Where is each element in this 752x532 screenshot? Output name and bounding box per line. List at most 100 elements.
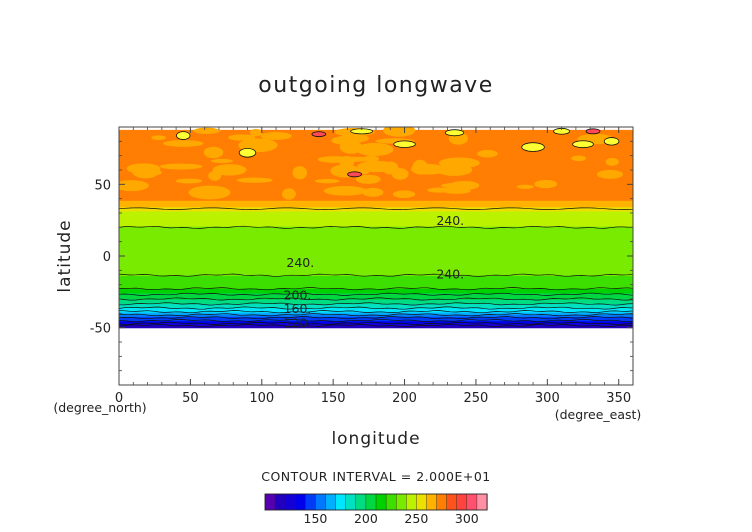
heatmap-cell <box>119 252 633 256</box>
x-axis-label: longitude <box>331 429 420 449</box>
y-tick-label: 50 <box>94 178 111 193</box>
heatmap-cell <box>534 179 558 189</box>
contour-label: 160. <box>284 301 312 316</box>
heatmap-cell <box>119 228 633 232</box>
heatmap-cell <box>119 248 633 251</box>
contour-label: 200. <box>284 287 312 302</box>
heatmap-cell <box>175 178 203 184</box>
heatmap-cell <box>119 132 633 135</box>
contour-line <box>119 321 633 325</box>
contour-label: 120. <box>284 315 312 330</box>
colorbar: 150 200 250 300 <box>264 493 488 526</box>
x-tick-label: 350 <box>606 391 631 406</box>
heatmap-cell <box>119 237 633 241</box>
colorbar-cell <box>284 493 296 511</box>
colorbar-cell <box>395 493 407 511</box>
heatmap-cell <box>356 142 394 157</box>
heatmap-cell <box>119 196 633 200</box>
plot-area: 240. 240. 240. 200.160.120. <box>118 126 634 386</box>
contour-lines <box>119 207 633 328</box>
heatmap-cell <box>119 323 633 327</box>
heatmap-cell <box>119 140 633 144</box>
x-unit-label: (degree_east) <box>555 407 642 422</box>
contour-label: 240. <box>436 267 464 282</box>
heatmap-cell <box>119 205 633 208</box>
heatmap-cell <box>119 256 633 260</box>
contour-line <box>119 207 633 210</box>
heatmap-cell <box>119 215 633 219</box>
heatmap-cell <box>427 187 453 193</box>
colorbar-tick-label: 250 <box>404 511 428 526</box>
heatmap-cell <box>314 178 340 184</box>
heatmap-anomalies <box>119 127 623 200</box>
heatmap-cell <box>119 267 633 271</box>
heatmap-cell <box>151 135 166 141</box>
heatmap-cell <box>119 230 633 234</box>
heatmap-cell <box>119 172 633 176</box>
heatmap-cell <box>159 163 203 170</box>
y-tick-label: -50 <box>90 322 111 337</box>
heatmap-cell <box>212 164 247 176</box>
heatmap-cell <box>203 146 224 159</box>
heatmap-cell <box>119 138 633 142</box>
y-axis: -50 0 50 <box>90 140 633 372</box>
contour-line <box>119 306 633 310</box>
heatmap-cell <box>119 213 633 217</box>
heatmap-cell <box>119 314 633 318</box>
heatmap-cell <box>260 131 292 140</box>
colorbar-cell <box>295 493 306 511</box>
contour-line <box>119 225 633 229</box>
heatmap-cell <box>292 166 308 180</box>
contour-line <box>119 273 633 277</box>
x-axis: 0 50 100 150 200 250 300 350 <box>115 127 631 406</box>
contour-labels: 240. 240. 240. 200.160.120. <box>284 213 465 330</box>
contour-line <box>119 310 633 314</box>
heatmap-cell <box>605 157 619 166</box>
heatmap-cell <box>383 127 416 137</box>
heatmap-cell <box>119 185 633 189</box>
heatmap-cell <box>119 261 633 264</box>
heatmap-cell <box>119 297 633 301</box>
heatmap-cell <box>603 137 620 146</box>
x-tick-label: 250 <box>464 391 489 406</box>
heatmap-cell <box>119 282 633 286</box>
heatmap-cell <box>119 181 633 185</box>
x-tick-label: 0 <box>115 391 123 406</box>
colorbar-cell <box>305 493 317 511</box>
heatmap-cell <box>596 169 623 179</box>
heatmap-cell <box>119 304 633 307</box>
contour-line <box>119 313 633 317</box>
heatmap-cell <box>208 170 222 181</box>
contour-line <box>119 323 633 328</box>
colorbar-cell <box>476 493 488 511</box>
colorbar-cell <box>375 493 387 511</box>
heatmap-cell <box>238 148 257 158</box>
heatmap-cell <box>119 220 633 223</box>
heatmap-cell <box>249 128 263 137</box>
heatmap-cell <box>236 177 273 183</box>
heatmap-cell <box>119 319 633 322</box>
colorbar-cell <box>345 493 357 511</box>
colorbar-tick-label: 150 <box>304 511 328 526</box>
heatmap-cell <box>119 258 633 262</box>
colorbar-cell <box>385 493 397 511</box>
heatmap-cell <box>176 131 191 140</box>
contour-label: 240. <box>436 213 464 228</box>
y-unit-label: (degree_north) <box>53 400 146 415</box>
heatmap-cell <box>119 218 633 221</box>
colorbar-tick-label: 200 <box>354 511 378 526</box>
heatmap-cell <box>119 306 633 309</box>
colorbar-cell <box>355 493 367 511</box>
heatmap-cell <box>119 288 633 292</box>
x-tick-label: 200 <box>392 391 417 406</box>
heatmap-cell <box>392 190 416 198</box>
heatmap-cell <box>119 183 633 187</box>
heatmap-cell <box>516 184 534 189</box>
heatmap-cell <box>119 200 633 204</box>
heatmap-cell <box>119 134 633 137</box>
heatmap-cell <box>571 155 586 162</box>
colorbar-cell <box>365 493 377 511</box>
heatmap-cell <box>119 250 633 254</box>
heatmap-cell <box>119 235 633 238</box>
colorbar-cell <box>436 493 448 511</box>
